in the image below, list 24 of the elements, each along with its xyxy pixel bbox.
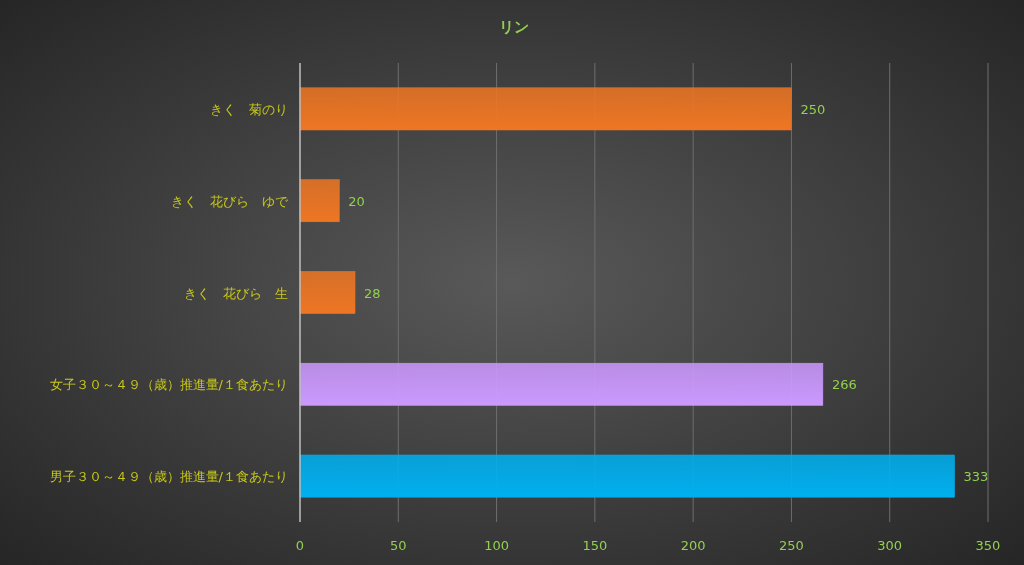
y-tick-label: 女子３０～４９（歳）推進量/１食あたり	[49, 377, 288, 393]
data-label: 333	[963, 469, 989, 485]
x-tick-label: 300	[877, 538, 903, 553]
x-tick-label: 350	[975, 538, 1001, 553]
data-label: 250	[800, 101, 826, 117]
chart-title: リン	[499, 18, 529, 36]
bar	[299, 179, 340, 223]
y-tick-label: 男子３０～４９（歳）推進量/１食あたり	[49, 469, 288, 485]
data-label: 20	[348, 193, 365, 209]
data-label: 266	[831, 377, 857, 393]
x-tick-label: 200	[680, 538, 706, 553]
bar	[299, 454, 955, 498]
bar	[299, 362, 824, 406]
bar	[299, 271, 356, 314]
y-tick-label: きく 菊のり	[210, 101, 288, 117]
x-tick-label: 150	[582, 538, 608, 553]
y-tick-label: きく 花びら 生	[184, 285, 288, 301]
x-tick-label: 100	[484, 538, 509, 553]
bar	[299, 87, 792, 131]
x-tick-label: 250	[779, 538, 804, 553]
x-tick-label: 0	[295, 538, 305, 553]
x-tick-label: 50	[390, 538, 407, 553]
y-tick-label: きく 花びら ゆで	[171, 193, 289, 209]
data-label: 28	[364, 285, 381, 301]
